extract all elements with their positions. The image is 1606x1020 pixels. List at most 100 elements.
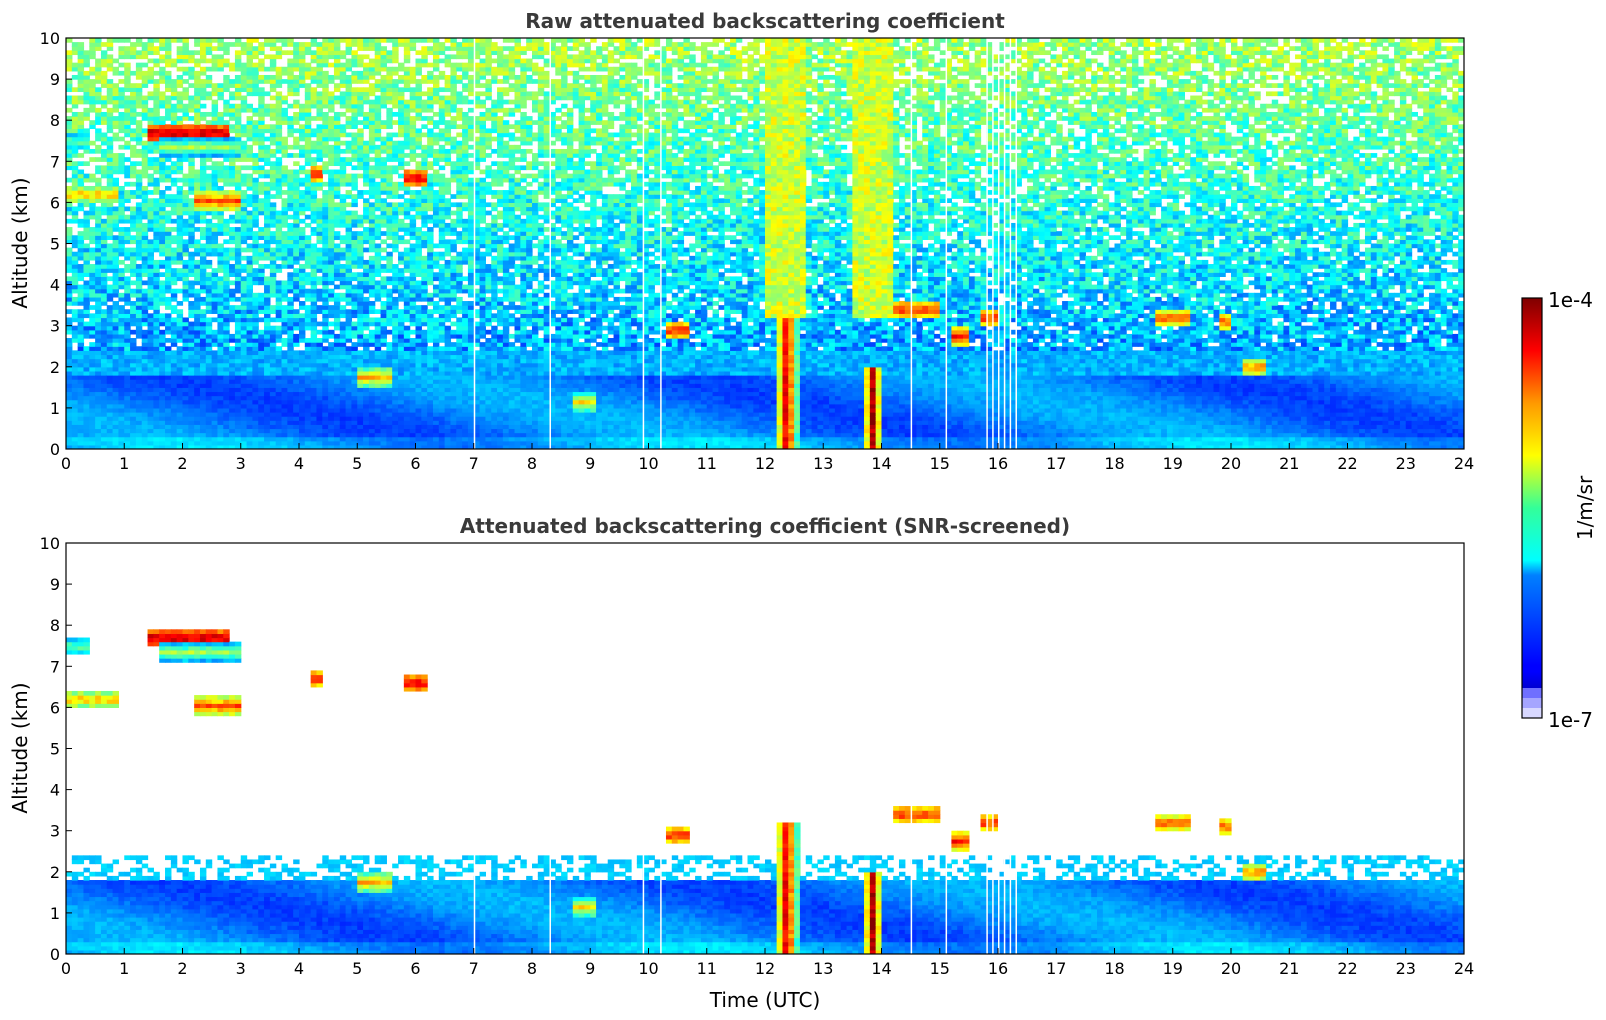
heatmap-cell: [153, 190, 160, 195]
heatmap-cell: [159, 120, 166, 125]
heatmap-cell: [339, 350, 347, 356]
heatmap-cell: [153, 95, 160, 101]
heatmap-cell: [357, 235, 364, 240]
heatmap-cell: [95, 276, 102, 282]
heatmap-cell: [293, 325, 300, 331]
heatmap-cell: [234, 140, 242, 146]
heatmap-cell: [159, 190, 166, 195]
heatmap-cell: [118, 440, 125, 446]
heatmap-cell: [159, 169, 166, 175]
heatmap-cell: [258, 173, 265, 179]
heatmap-cell: [159, 321, 166, 327]
heatmap-cell: [100, 231, 108, 236]
heatmap-cell: [77, 42, 85, 47]
heatmap-cell: [159, 440, 166, 446]
heatmap-cell: [252, 407, 259, 413]
heatmap-cell: [112, 383, 120, 388]
heatmap-cell: [252, 91, 259, 97]
heatmap-cell: [211, 288, 219, 294]
heatmap-cell: [287, 375, 294, 380]
heatmap-cell: [83, 358, 90, 364]
heatmap-cell: [165, 383, 172, 388]
heatmap-cell: [205, 329, 213, 335]
heatmap-cell: [71, 116, 79, 121]
heatmap-cell: [310, 313, 318, 319]
heatmap-cell: [205, 247, 213, 253]
heatmap-cell: [229, 136, 236, 142]
heatmap-cell: [398, 140, 405, 146]
heatmap-cell: [293, 375, 300, 380]
heatmap-cell: [333, 313, 341, 319]
heatmap-cell: [287, 198, 294, 203]
heatmap-cell: [165, 99, 172, 105]
heatmap-cell: [240, 87, 248, 93]
heatmap-cell: [141, 202, 149, 208]
heatmap-cell: [205, 424, 213, 430]
heatmap-cell: [392, 38, 399, 43]
heatmap-cell: [106, 198, 114, 203]
heatmap-cell: [258, 42, 265, 47]
heatmap-cell: [176, 210, 184, 216]
heatmap-cell: [66, 440, 73, 446]
heatmap-cell: [299, 177, 306, 183]
heatmap-cell: [380, 399, 387, 405]
heatmap-cell: [165, 54, 172, 60]
heatmap-cell: [71, 190, 79, 195]
heatmap-cell: [328, 251, 335, 257]
heatmap-cell: [299, 247, 306, 253]
heatmap-cell: [95, 218, 102, 224]
heatmap-cell: [258, 296, 265, 302]
heatmap-cell: [147, 206, 154, 212]
heatmap-cell: [363, 301, 370, 306]
heatmap-cell: [153, 428, 160, 434]
heatmap-cell: [106, 305, 114, 310]
heatmap-cell: [363, 161, 370, 167]
heatmap-cell: [269, 440, 277, 446]
heatmap-cell: [345, 227, 353, 232]
heatmap-cell: [351, 309, 358, 314]
heatmap-cell: [252, 79, 259, 84]
heatmap-cell: [77, 169, 85, 175]
heatmap-cell: [269, 399, 277, 405]
heatmap-cell: [322, 358, 329, 364]
heatmap-cell: [368, 148, 376, 154]
heatmap-cell: [211, 54, 219, 60]
heatmap-cell: [275, 350, 283, 356]
heatmap-cell: [293, 218, 300, 224]
heatmap-cell: [100, 58, 108, 64]
heatmap-cell: [252, 202, 259, 208]
heatmap-cell: [112, 292, 120, 298]
heatmap-cell: [299, 243, 306, 249]
heatmap-cell: [229, 214, 236, 220]
heatmap-cell: [182, 407, 189, 413]
heatmap-cell: [112, 157, 120, 162]
heatmap-cell: [188, 325, 195, 331]
heatmap-cell: [316, 358, 323, 364]
heatmap-cell: [188, 309, 195, 314]
heatmap-cell: [159, 194, 166, 199]
heatmap-cell: [147, 305, 154, 310]
heatmap-cell: [275, 358, 283, 364]
heatmap-cell: [252, 379, 259, 384]
heatmap-cell: [71, 440, 79, 446]
heatmap-cell: [339, 407, 347, 413]
heatmap-cell: [170, 202, 178, 208]
heatmap-cell: [293, 251, 300, 257]
heatmap-cell: [322, 338, 329, 343]
heatmap-cell: [339, 70, 347, 76]
heatmap-cell: [194, 375, 201, 380]
heatmap-cell: [66, 161, 73, 167]
heatmap-cell: [159, 91, 166, 97]
heatmap-cell: [293, 247, 300, 253]
heatmap-cell: [223, 358, 230, 364]
heatmap-cell: [176, 247, 184, 253]
heatmap-cell: [380, 255, 387, 261]
heatmap-cell: [217, 280, 224, 286]
heatmap-cell: [339, 370, 347, 376]
heatmap-cell: [287, 116, 294, 121]
heatmap-cell: [264, 169, 271, 175]
heatmap-cell: [403, 333, 411, 339]
heatmap-cell: [258, 243, 265, 249]
heatmap-cell: [357, 247, 364, 253]
heatmap-cell: [217, 346, 224, 351]
